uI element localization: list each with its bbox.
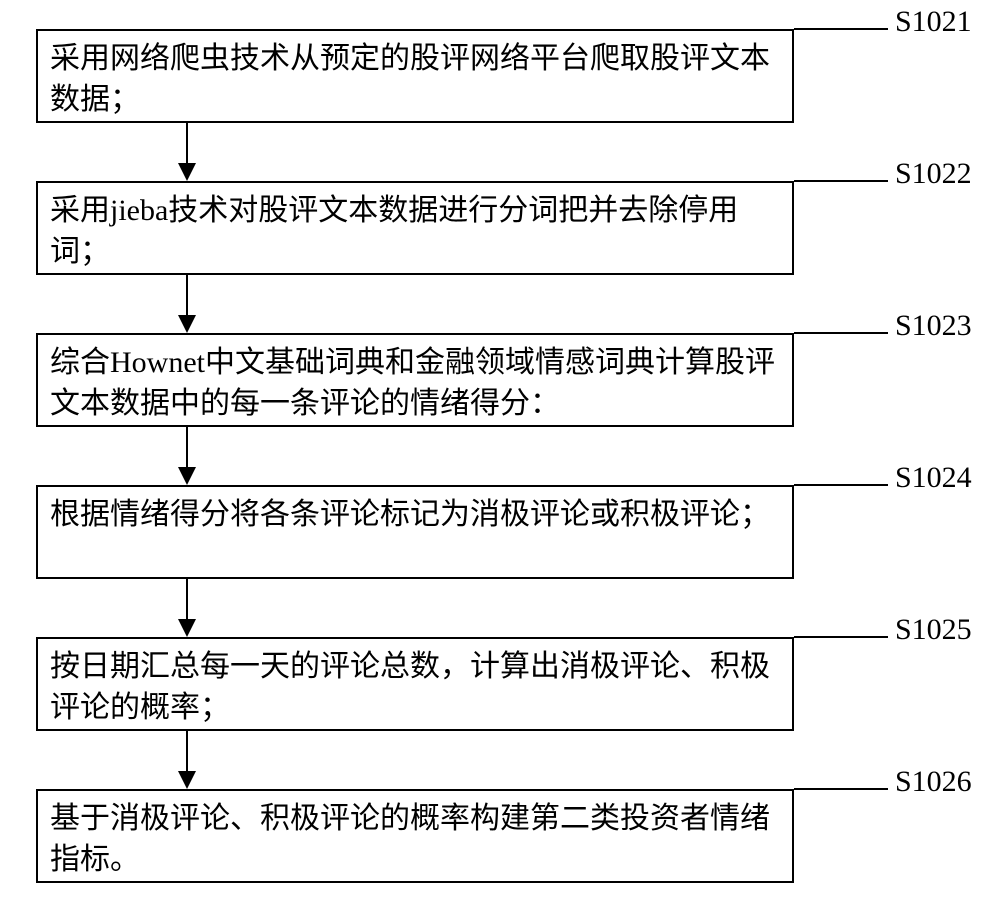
arrow-head-icon <box>178 163 196 181</box>
arrow-head-icon <box>178 619 196 637</box>
flowchart-node-s1021: 采用网络爬虫技术从预定的股评网络平台爬取股评文本数据； <box>36 29 794 123</box>
arrow-shaft <box>186 579 188 619</box>
node-text: 综合Hownet中文基础词典和金融领域情感词典计算股评文本数据中的每一条评论的情… <box>50 343 782 424</box>
leader-line <box>794 636 888 638</box>
leader-line <box>794 180 888 182</box>
step-label-s1025: S1025 <box>895 613 972 647</box>
flowchart-node-s1024: 根据情绪得分将各条评论标记为消极评论或积极评论； <box>36 485 794 579</box>
step-label-s1026: S1026 <box>895 765 972 799</box>
step-label-s1024: S1024 <box>895 461 972 495</box>
leader-line <box>794 28 888 30</box>
leader-line <box>794 484 888 486</box>
arrow-shaft <box>186 275 188 315</box>
step-label-s1023: S1023 <box>895 309 972 343</box>
leader-line <box>794 788 888 790</box>
node-text: 采用网络爬虫技术从预定的股评网络平台爬取股评文本数据； <box>50 39 782 120</box>
arrow-shaft <box>186 427 188 467</box>
node-text: 基于消极评论、积极评论的概率构建第二类投资者情绪指标。 <box>50 799 782 880</box>
arrow-shaft <box>186 731 188 771</box>
flowchart-node-s1023: 综合Hownet中文基础词典和金融领域情感词典计算股评文本数据中的每一条评论的情… <box>36 333 794 427</box>
arrow-head-icon <box>178 771 196 789</box>
flowchart-node-s1026: 基于消极评论、积极评论的概率构建第二类投资者情绪指标。 <box>36 789 794 883</box>
node-text: 按日期汇总每一天的评论总数，计算出消极评论、积极评论的概率； <box>50 647 782 728</box>
step-label-s1022: S1022 <box>895 157 972 191</box>
leader-line <box>794 332 888 334</box>
arrow-head-icon <box>178 315 196 333</box>
arrow-shaft <box>186 123 188 163</box>
flowchart-node-s1022: 采用jieba技术对股评文本数据进行分词把并去除停用词； <box>36 181 794 275</box>
node-text: 采用jieba技术对股评文本数据进行分词把并去除停用词； <box>50 191 782 272</box>
flowchart-node-s1025: 按日期汇总每一天的评论总数，计算出消极评论、积极评论的概率； <box>36 637 794 731</box>
node-text: 根据情绪得分将各条评论标记为消极评论或积极评论； <box>50 495 770 536</box>
flowchart-canvas: 采用网络爬虫技术从预定的股评网络平台爬取股评文本数据； S1021 采用jieba技… <box>0 0 1000 922</box>
step-label-s1021: S1021 <box>895 5 972 39</box>
arrow-head-icon <box>178 467 196 485</box>
